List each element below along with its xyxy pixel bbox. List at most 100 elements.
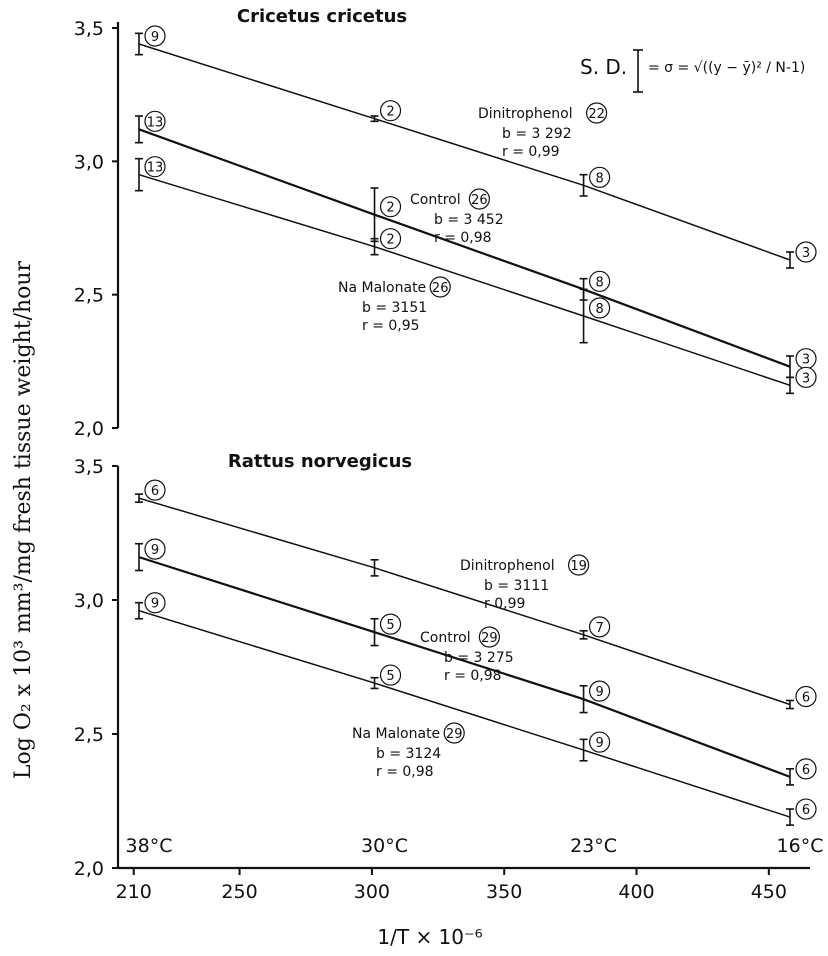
n-circle-icon <box>144 110 166 132</box>
sd-expression: = σ = √((y − ȳ)² / N-1) <box>648 60 805 76</box>
y-tick-label: 3,5 <box>74 18 104 40</box>
n-circle-icon <box>585 102 608 124</box>
n-circle-icon <box>443 722 465 744</box>
n-label: 6 <box>802 763 810 778</box>
n-circle-icon <box>588 166 611 188</box>
n-label: 5 <box>386 618 394 633</box>
panel-title-cricetus: Cricetus cricetus <box>237 6 407 27</box>
n-circle-icon <box>588 680 611 702</box>
n-label: 8 <box>595 302 603 317</box>
n-circle-icon <box>588 616 611 638</box>
panel-title-rattus: Rattus norvegicus <box>228 451 412 472</box>
series-n: 26 <box>471 193 488 208</box>
n-circle-icon <box>379 664 402 686</box>
n-label: 9 <box>151 30 159 45</box>
n-circle-icon <box>144 25 166 47</box>
series-name: Na Malonate <box>352 726 440 742</box>
series-b: b = 3 292 <box>502 126 572 142</box>
n-circle-icon <box>379 196 402 218</box>
n-label: 6 <box>802 803 810 818</box>
series-line <box>138 497 791 706</box>
series-name: Dinitrophenol <box>460 558 555 574</box>
series-name: Dinitrophenol <box>478 106 573 122</box>
n-label: 3 <box>802 353 810 368</box>
y-axis-label: Log O₂ x 10³ mm³/mg fresh tissue weight/… <box>11 260 36 779</box>
temperature-label: 38°C <box>126 835 173 857</box>
n-circle-icon <box>795 241 817 263</box>
series-name: Control <box>420 630 471 646</box>
series-r: r = 0,98 <box>444 668 502 684</box>
n-circle-icon <box>588 270 611 292</box>
y-tick-label: 3,5 <box>74 456 104 478</box>
x-tick-label: 250 <box>221 881 257 903</box>
series-line <box>138 556 791 778</box>
series-b: b = 3 275 <box>444 650 514 666</box>
series-line <box>138 173 791 387</box>
series-name: Na Malonate <box>338 280 426 296</box>
n-label: 9 <box>595 736 603 751</box>
n-circle-icon <box>795 685 817 708</box>
series-b: b = 3124 <box>376 746 441 762</box>
series-r: r 0,99 <box>484 596 525 612</box>
n-circle-icon <box>588 297 611 319</box>
series-r: r = 0,95 <box>362 318 420 334</box>
series-n: 29 <box>446 727 463 742</box>
n-circle-icon <box>795 366 817 388</box>
n-label: 9 <box>595 685 603 700</box>
x-tick-label: 400 <box>618 881 654 903</box>
series-n: 26 <box>432 281 449 296</box>
series-b: b = 3 452 <box>434 212 504 228</box>
x-tick-label: 350 <box>486 881 522 903</box>
n-label: 5 <box>386 669 394 684</box>
n-circle-icon <box>588 731 611 753</box>
y-tick-label: 2,5 <box>74 724 104 746</box>
series-r: r = 0,98 <box>434 230 492 246</box>
n-label: 13 <box>147 115 164 130</box>
n-label: 6 <box>802 691 810 706</box>
n-circle-icon <box>379 100 402 122</box>
n-label: 2 <box>386 105 394 120</box>
panel-rattus: Rattus norvegicus 2,0 2,5 3,0 3,5 6 7 6 Dinitro… <box>74 451 817 880</box>
temperature-label: 23°C <box>570 835 617 857</box>
x-tick-label: 210 <box>116 881 152 903</box>
n-circle-icon <box>429 276 451 298</box>
n-circle-icon <box>379 613 402 635</box>
series-n: 22 <box>588 107 605 122</box>
n-label: 3 <box>802 371 810 386</box>
series-n: 29 <box>481 631 498 646</box>
n-label: 13 <box>147 161 164 176</box>
series-b: b = 3111 <box>484 578 549 594</box>
series-r: r = 0,99 <box>502 144 560 160</box>
series-line <box>138 610 791 818</box>
y-tick-label: 3,0 <box>74 590 104 612</box>
n-label: 2 <box>386 233 394 248</box>
series-line <box>138 43 791 261</box>
n-circle-icon <box>379 228 402 250</box>
series-b: b = 3151 <box>362 300 427 316</box>
n-label: 6 <box>151 484 159 499</box>
n-label: 2 <box>386 201 394 216</box>
x-tick-label: 300 <box>354 881 390 903</box>
n-circle-icon <box>144 479 166 501</box>
n-label: 3 <box>802 246 810 261</box>
y-tick-label: 2,5 <box>74 285 104 307</box>
n-circle-icon <box>144 538 166 560</box>
n-circle-icon <box>144 592 166 614</box>
n-circle-icon <box>795 758 817 780</box>
panel-cricetus: Cricetus cricetus 2,0 2,5 3,0 3,5 9 2 8 3 Dinitr… <box>74 6 817 440</box>
series-n: 19 <box>570 559 587 574</box>
n-label: 7 <box>595 621 603 636</box>
temperature-label: 30°C <box>361 835 408 857</box>
y-tick-label: 2,0 <box>74 418 104 440</box>
n-label: 9 <box>151 597 159 612</box>
sd-formula: S. D. = σ = √((y − ȳ)² / N-1) <box>580 49 805 93</box>
temperature-label: 16°C <box>777 835 824 857</box>
n-label: 8 <box>595 275 603 290</box>
n-circle-icon <box>795 798 817 820</box>
n-circle-icon <box>468 188 490 210</box>
series-line <box>138 128 791 368</box>
sd-prefix: S. D. <box>580 55 627 79</box>
series-name: Control <box>410 192 461 208</box>
n-circle-icon <box>144 156 166 178</box>
